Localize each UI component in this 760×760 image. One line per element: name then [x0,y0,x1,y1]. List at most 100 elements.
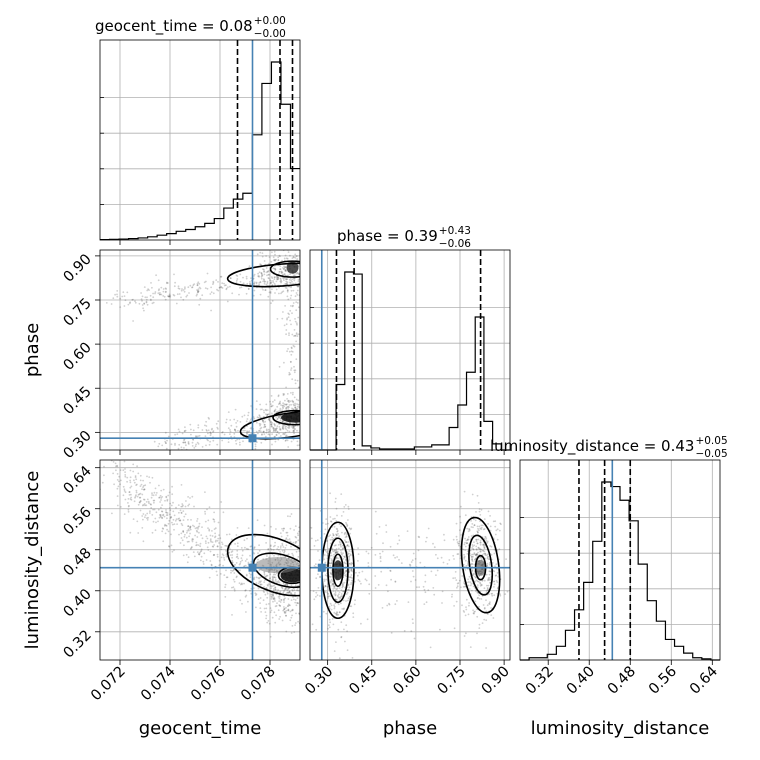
scatter-geocent_time-vs-phase-point [284,427,287,429]
scatter-phase-vs-luminosity_distance-point [398,558,400,561]
scatter-geocent_time-vs-luminosity_distance-point [212,518,215,521]
scatter-geocent_time-vs-phase-point [239,273,242,276]
scatter-geocent_time-vs-phase-point [302,291,304,293]
scatter-phase-vs-luminosity_distance-point [463,582,465,584]
scatter-geocent_time-vs-luminosity_distance-point [272,592,275,595]
scatter-geocent_time-vs-phase-point [280,281,282,284]
scatter-phase-vs-luminosity_distance-point [332,582,334,585]
scatter-geocent_time-vs-phase-point [116,295,119,298]
scatter-geocent_time-vs-luminosity_distance-point [262,590,265,592]
scatter-geocent_time-vs-phase-point [306,284,308,286]
scatter-phase-vs-luminosity_distance-point [334,590,337,593]
scatter-geocent_time-vs-luminosity_distance-point [204,520,207,523]
scatter-geocent_time-vs-phase-point [255,282,258,285]
scatter-phase-vs-luminosity_distance-point [483,543,485,545]
scatter-geocent_time-vs-luminosity_distance-point [281,544,284,547]
scatter-phase-vs-luminosity_distance-point [327,597,329,599]
scatter-geocent_time-vs-phase-point [261,255,264,258]
scatter-phase-vs-luminosity_distance-point [349,553,352,556]
scatter-phase-vs-luminosity_distance-point [311,623,314,626]
scatter-geocent_time-vs-phase-point [262,420,264,422]
scatter-phase-vs-luminosity_distance-point [340,515,343,517]
scatter-phase-vs-luminosity_distance-point [478,525,481,528]
scatter-phase-vs-luminosity_distance-point [472,548,475,551]
scatter-geocent_time-vs-luminosity_distance-point [244,595,247,598]
scatter-geocent_time-vs-luminosity_distance-point [268,577,271,580]
scatter-geocent_time-vs-luminosity_distance-point [284,611,287,614]
scatter-geocent_time-vs-luminosity_distance-point [208,529,211,532]
scatter-phase-vs-luminosity_distance-point [489,578,492,581]
scatter-phase-vs-luminosity_distance-point [341,544,344,547]
scatter-geocent_time-vs-luminosity_distance-point [272,594,274,597]
scatter-geocent_time-vs-luminosity_distance-point [287,598,290,600]
scatter-phase-vs-luminosity_distance-point [460,505,462,508]
scatter-geocent_time-vs-phase-point [262,280,264,283]
scatter-geocent_time-vs-luminosity_distance-point [286,589,289,591]
scatter-geocent_time-vs-luminosity_distance-point [182,510,185,512]
scatter-geocent_time-vs-luminosity_distance-point [272,600,274,603]
scatter-phase-vs-luminosity_distance-point [460,534,463,536]
scatter-geocent_time-vs-phase-point [307,421,309,423]
scatter-phase-vs-luminosity_distance-point [456,541,459,543]
scatter-geocent_time-vs-luminosity_distance-point [222,554,225,557]
scatter-geocent_time-vs-phase-point [286,400,289,402]
scatter-phase-vs-luminosity_distance-point [463,585,466,588]
scatter-phase-vs-luminosity_distance-point [452,538,455,541]
scatter-geocent_time-vs-luminosity_distance-point [265,575,267,578]
scatter-geocent_time-vs-luminosity_distance-point [164,523,166,526]
scatter-geocent_time-vs-phase-point [243,414,246,417]
scatter-phase-vs-luminosity_distance-point [334,552,337,554]
scatter-geocent_time-vs-phase-point [255,408,258,410]
scatter-phase-vs-luminosity_distance-point [343,572,346,575]
scatter-geocent_time-vs-phase-contour-3 [272,409,300,426]
scatter-phase-vs-luminosity_distance-point [472,585,475,588]
scatter-geocent_time-vs-phase-point [191,445,194,447]
scatter-phase-vs-luminosity_distance-point [464,614,467,617]
scatter-geocent_time-vs-luminosity_distance-point [232,569,235,572]
scatter-geocent_time-vs-luminosity_distance-point [177,504,180,506]
scatter-geocent_time-vs-luminosity_distance-point [216,545,219,548]
scatter-phase-vs-luminosity_distance-point [465,598,468,601]
scatter-geocent_time-vs-phase-point [207,432,209,435]
scatter-phase-vs-luminosity_distance-point [479,548,482,551]
scatter-geocent_time-vs-phase-point [289,297,292,299]
scatter-geocent_time-vs-luminosity_distance-point [274,605,277,608]
scatter-geocent_time-vs-phase-point [301,264,303,266]
scatter-geocent_time-vs-phase-point [294,404,297,407]
scatter-geocent_time-vs-luminosity_distance-point [273,554,275,557]
scatter-geocent_time-vs-phase-point [296,258,299,260]
scatter-geocent_time-vs-luminosity_distance-point [178,519,181,522]
scatter-geocent_time-vs-phase-point [278,403,280,406]
scatter-geocent_time-vs-luminosity_distance-point [265,614,268,617]
scatter-phase-vs-luminosity_distance-point [333,549,336,551]
scatter-phase-vs-luminosity_distance-point [339,549,342,552]
scatter-geocent_time-vs-luminosity_distance-point [129,481,132,484]
scatter-geocent_time-vs-luminosity_distance-point [306,555,308,557]
scatter-geocent_time-vs-phase-point [296,302,299,304]
scatter-geocent_time-vs-luminosity_distance-point [226,533,228,536]
scatter-geocent_time-vs-phase-point [283,432,285,435]
scatter-phase-vs-luminosity_distance-point [329,534,332,536]
scatter-geocent_time-vs-phase-point [287,316,290,319]
scatter-phase-vs-luminosity_distance-point [484,535,487,538]
scatter-geocent_time-vs-phase-point [277,415,280,418]
scatter-geocent_time-vs-luminosity_distance-point [191,546,193,548]
scatter-geocent_time-vs-phase-point [157,279,160,282]
scatter-geocent_time-vs-luminosity_distance-point [180,512,183,514]
scatter-phase-vs-luminosity_distance-point [342,547,345,550]
scatter-geocent_time-vs-phase-point [304,284,306,286]
scatter-geocent_time-vs-luminosity_distance-point [295,540,298,543]
scatter-phase-vs-luminosity_distance-point [475,538,477,541]
scatter-geocent_time-vs-phase-point [289,254,291,257]
scatter-phase-vs-luminosity_distance-point [351,562,353,565]
scatter-phase-vs-luminosity_distance-point [358,580,361,583]
scatter-geocent_time-vs-phase-point [245,292,248,295]
scatter-geocent_time-vs-phase-point [263,430,265,433]
scatter-geocent_time-vs-luminosity_distance-point [297,602,300,605]
scatter-geocent_time-vs-phase-point [305,255,307,257]
scatter-phase-vs-luminosity_distance-point [472,545,474,548]
scatter-geocent_time-vs-luminosity_distance-point [263,524,266,527]
scatter-geocent_time-vs-luminosity_distance-point [249,576,252,579]
scatter-geocent_time-vs-phase-point [293,371,296,374]
scatter-geocent_time-vs-phase-point [297,403,300,406]
